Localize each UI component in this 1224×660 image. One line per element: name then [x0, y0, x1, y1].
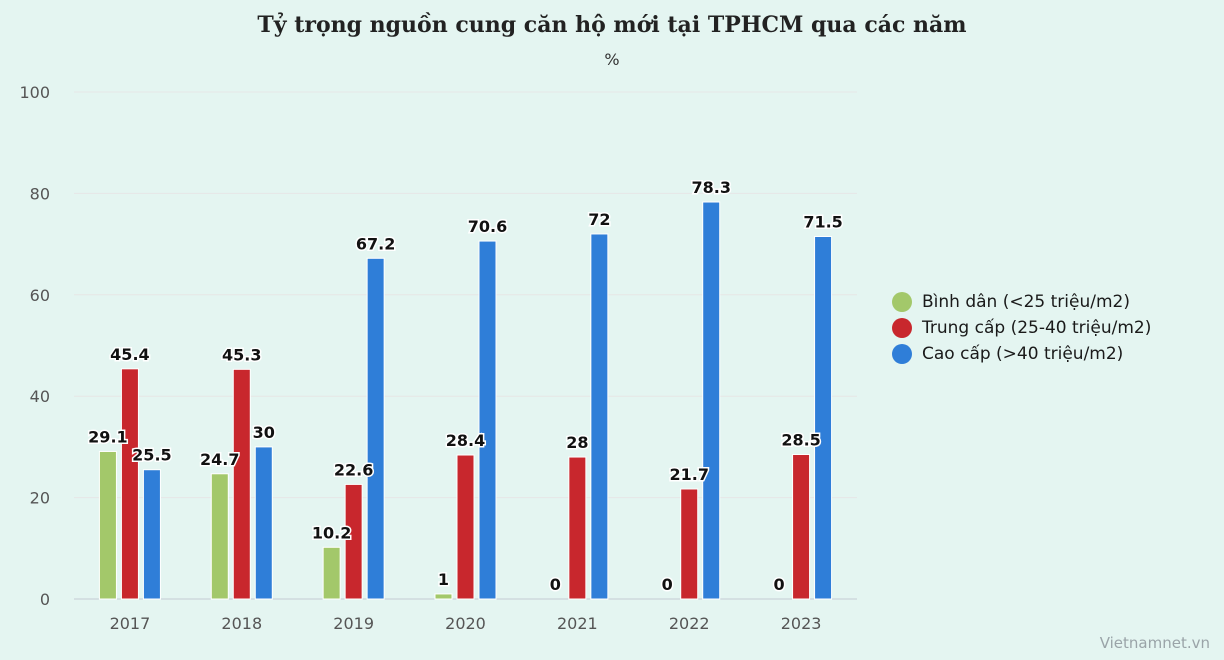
data-label: 72: [588, 210, 610, 229]
bar: [98, 450, 117, 600]
data-label: 67.2: [356, 234, 395, 253]
bars: [98, 201, 833, 600]
bar: [344, 483, 363, 600]
bar: [478, 240, 497, 600]
legend-label-binh-dan: Bình dân (<25 triệu/m2): [922, 292, 1130, 312]
data-label: 0: [662, 575, 673, 594]
data-labels: 29.1 45.4 25.5 24.7 45.3 30 10.2 22.6 67.2 1 28.4 7…: [87, 177, 845, 596]
bar: [680, 488, 699, 600]
watermark: Vietnamnet.vn: [1099, 634, 1210, 652]
bar: [120, 368, 139, 600]
data-label: 29.1: [88, 427, 127, 446]
x-tick-label: 2018: [221, 614, 262, 633]
bar: [456, 454, 475, 600]
legend: Bình dân (<25 triệu/m2) Trung cấp (25-40…: [892, 289, 1151, 367]
bar: [366, 257, 385, 600]
bar: [434, 593, 453, 600]
data-label: 10.2: [312, 523, 351, 542]
data-label: 30: [253, 423, 275, 442]
bar: [254, 446, 273, 600]
bar: [210, 473, 229, 600]
x-tick-label: 2017: [110, 614, 151, 633]
data-label: 70.6: [468, 217, 507, 236]
y-tick-label: 100: [19, 83, 50, 102]
data-label: 45.4: [110, 345, 149, 364]
y-tick-label: 80: [30, 184, 50, 203]
bar: [568, 456, 587, 600]
x-tick-label: 2021: [557, 614, 598, 633]
legend-label-cao-cap: Cao cấp (>40 triệu/m2): [922, 344, 1124, 364]
data-label: 22.6: [334, 460, 373, 479]
legend-item-binh-dan[interactable]: Bình dân (<25 triệu/m2): [892, 289, 1151, 315]
x-tick-label: 2022: [669, 614, 710, 633]
data-label: 24.7: [200, 450, 239, 469]
bar: [590, 233, 609, 600]
bar: [232, 368, 251, 600]
x-tick-label: 2023: [781, 614, 822, 633]
bar: [792, 454, 811, 600]
data-label: 28: [566, 433, 588, 452]
y-tick-label: 0: [40, 590, 50, 609]
legend-item-trung-cap[interactable]: Trung cấp (25-40 triệu/m2): [892, 315, 1151, 341]
data-label: 28.4: [446, 431, 485, 450]
data-label: 0: [774, 575, 785, 594]
data-label: 78.3: [691, 178, 730, 197]
y-tick-label: 20: [30, 489, 50, 508]
legend-marker-binh-dan: [892, 292, 912, 312]
bar: [814, 235, 833, 600]
y-tick-label: 60: [30, 286, 50, 305]
data-label: 21.7: [669, 465, 708, 484]
bar: [322, 546, 341, 600]
chart-title: Tỷ trọng nguồn cung căn hộ mới tại TPHCM…: [257, 12, 967, 38]
data-label: 0: [550, 575, 561, 594]
x-axis-tick-labels: 2017 2018 2019 2020 2021 2022 2023: [110, 614, 822, 633]
y-tick-label: 40: [30, 387, 50, 406]
chart-subtitle: %: [604, 50, 620, 69]
legend-label-trung-cap: Trung cấp (25-40 triệu/m2): [922, 318, 1152, 338]
y-axis-tick-labels: 0 20 40 60 80 100: [19, 83, 50, 609]
bar: [702, 201, 721, 600]
legend-item-cao-cap[interactable]: Cao cấp (>40 triệu/m2): [892, 341, 1151, 367]
x-tick-label: 2020: [445, 614, 486, 633]
x-tick-label: 2019: [333, 614, 374, 633]
legend-marker-cao-cap: [892, 344, 912, 364]
data-label: 25.5: [132, 446, 171, 465]
legend-marker-trung-cap: [892, 318, 912, 338]
bar: [142, 469, 161, 600]
data-label: 28.5: [781, 431, 820, 450]
data-label: 71.5: [803, 212, 842, 231]
data-label: 45.3: [222, 345, 261, 364]
data-label: 1: [438, 570, 449, 589]
